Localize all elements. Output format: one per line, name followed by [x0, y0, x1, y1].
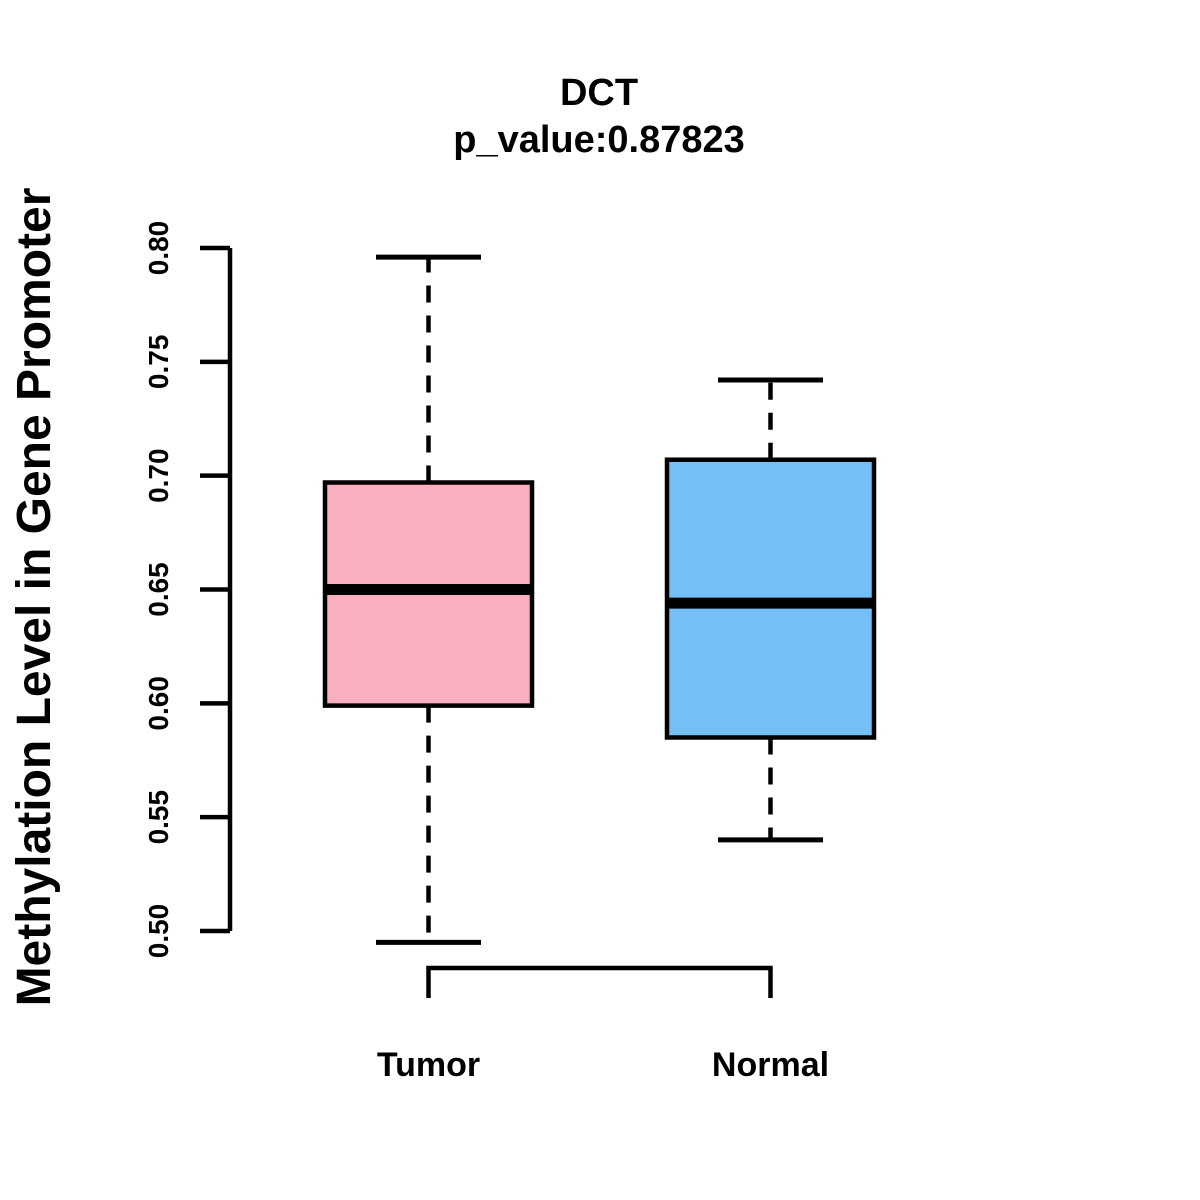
x-axis: Tumor Normal [377, 965, 829, 1084]
x-category-label-normal: Normal [712, 1046, 829, 1084]
y-tick-label: 0.65 [143, 562, 174, 617]
y-tick-label: 0.80 [143, 221, 174, 276]
boxes-group [322, 254, 877, 945]
box-tumor [322, 254, 535, 945]
y-tick-label: 0.55 [143, 790, 174, 845]
y-tick-label: 0.60 [143, 676, 174, 731]
x-axis-line [426, 965, 773, 998]
y-tick-label: 0.75 [143, 335, 174, 390]
y-axis-label: Methylation Level in Gene Promoter [8, 188, 61, 1007]
y-tick-label: 0.70 [143, 448, 174, 503]
x-category-label-tumor: Tumor [377, 1046, 480, 1084]
box-normal [664, 377, 877, 843]
plot-title: DCT [560, 72, 638, 114]
y-tick-label: 0.50 [143, 904, 174, 959]
plot-subtitle: p_value:0.87823 [453, 119, 745, 161]
y-axis: 0.50 0.55 0.60 0.65 0.70 0.75 0.80 [143, 221, 233, 959]
